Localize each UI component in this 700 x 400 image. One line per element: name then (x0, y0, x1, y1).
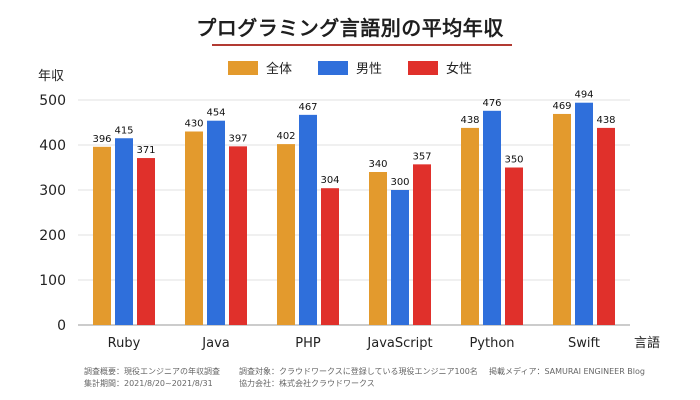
legend-item-all: 全体 (227, 58, 292, 77)
x-tick-label-php: PHP (295, 336, 321, 351)
data-label-javascript-series-1: 300 (390, 177, 409, 188)
x-tick-label-javascript: JavaScript (366, 336, 432, 351)
y-axis-title: 年収 (38, 69, 64, 84)
bar-java-series-0 (185, 131, 203, 325)
bar-java-series-2 (229, 146, 247, 325)
footer: 調査概要：現役エンジニアの年収調査 調査対象：クラウドワークスに登録している現役… (84, 366, 684, 390)
y-tick-label-400: 400 (39, 138, 66, 154)
y-tick-label-200: 200 (39, 228, 66, 244)
data-label-python-series-0: 438 (460, 115, 479, 126)
bar-ruby-series-0 (93, 146, 111, 325)
title-underline (212, 44, 512, 46)
data-label-ruby-series-2: 371 (136, 145, 155, 156)
footer-period: 集計期間：2021/8/20~2021/8/31 (84, 379, 213, 388)
bar-ruby-series-2 (137, 158, 155, 325)
legend-label-all: 全体 (265, 62, 292, 77)
bar-python-series-2 (505, 167, 523, 325)
y-tick-label-500: 500 (39, 93, 66, 109)
data-label-java-series-2: 397 (228, 133, 247, 144)
data-label-javascript-series-0: 340 (368, 159, 387, 170)
x-tick-label-swift: Swift (568, 336, 600, 351)
data-label-swift-series-2: 438 (596, 115, 615, 126)
legend-item-male: 男性 (317, 58, 382, 77)
bar-swift-series-2 (597, 127, 615, 326)
bar-php-series-2 (321, 188, 339, 325)
bar-java-series-1 (207, 120, 225, 325)
footer-target: 調査対象：クラウドワークスに登録している現役エンジニア100名 (239, 367, 478, 376)
legend-swatch-male (317, 60, 348, 75)
footer-survey: 調査概要：現役エンジニアの年収調査 (84, 367, 220, 376)
legend-swatch-all (227, 60, 258, 75)
data-label-ruby-series-0: 396 (92, 134, 111, 145)
bar-php-series-1 (299, 114, 317, 325)
bar-python-series-1 (483, 110, 501, 325)
bar-php-series-0 (277, 144, 295, 325)
data-label-python-series-1: 476 (482, 98, 501, 109)
bar-swift-series-0 (553, 113, 571, 325)
bar-ruby-series-1 (115, 138, 133, 325)
bar-swift-series-1 (575, 102, 593, 325)
x-axis-title: 言語 (634, 335, 660, 351)
data-label-php-series-0: 402 (276, 131, 295, 142)
footer-media: 掲載メディア：SAMURAI ENGINEER Blog (489, 367, 645, 376)
legend-swatch-female (408, 60, 438, 75)
data-label-java-series-0: 430 (184, 119, 203, 130)
y-tick-label-100: 100 (39, 273, 66, 289)
legend: 全体 男性 女性 (0, 58, 700, 77)
data-label-php-series-2: 304 (320, 175, 339, 186)
x-tick-label-python: Python (469, 336, 514, 351)
chart-title: プログラミング言語別の平均年収 (196, 16, 504, 40)
footer-partner: 協力会社：株式会社クラウドワークス (239, 379, 375, 388)
data-label-ruby-series-1: 415 (114, 125, 133, 136)
data-label-java-series-1: 454 (206, 108, 225, 119)
y-tick-label-0: 0 (57, 318, 66, 334)
bar-javascript-series-1 (391, 190, 409, 325)
data-label-swift-series-0: 469 (552, 101, 571, 112)
y-tick-label-300: 300 (39, 183, 66, 199)
data-label-php-series-1: 467 (298, 102, 317, 113)
bar-javascript-series-0 (369, 172, 387, 325)
bar-javascript-series-2 (413, 164, 431, 325)
x-tick-label-ruby: Ruby (108, 336, 141, 351)
x-tick-label-java: Java (201, 336, 229, 351)
legend-label-female: 女性 (446, 62, 473, 77)
legend-item-female: 女性 (408, 58, 472, 77)
bar-python-series-0 (461, 127, 479, 326)
data-label-swift-series-1: 494 (574, 90, 593, 101)
legend-label-male: 男性 (355, 62, 382, 77)
data-label-javascript-series-2: 357 (412, 151, 431, 162)
data-label-python-series-2: 350 (504, 155, 523, 166)
